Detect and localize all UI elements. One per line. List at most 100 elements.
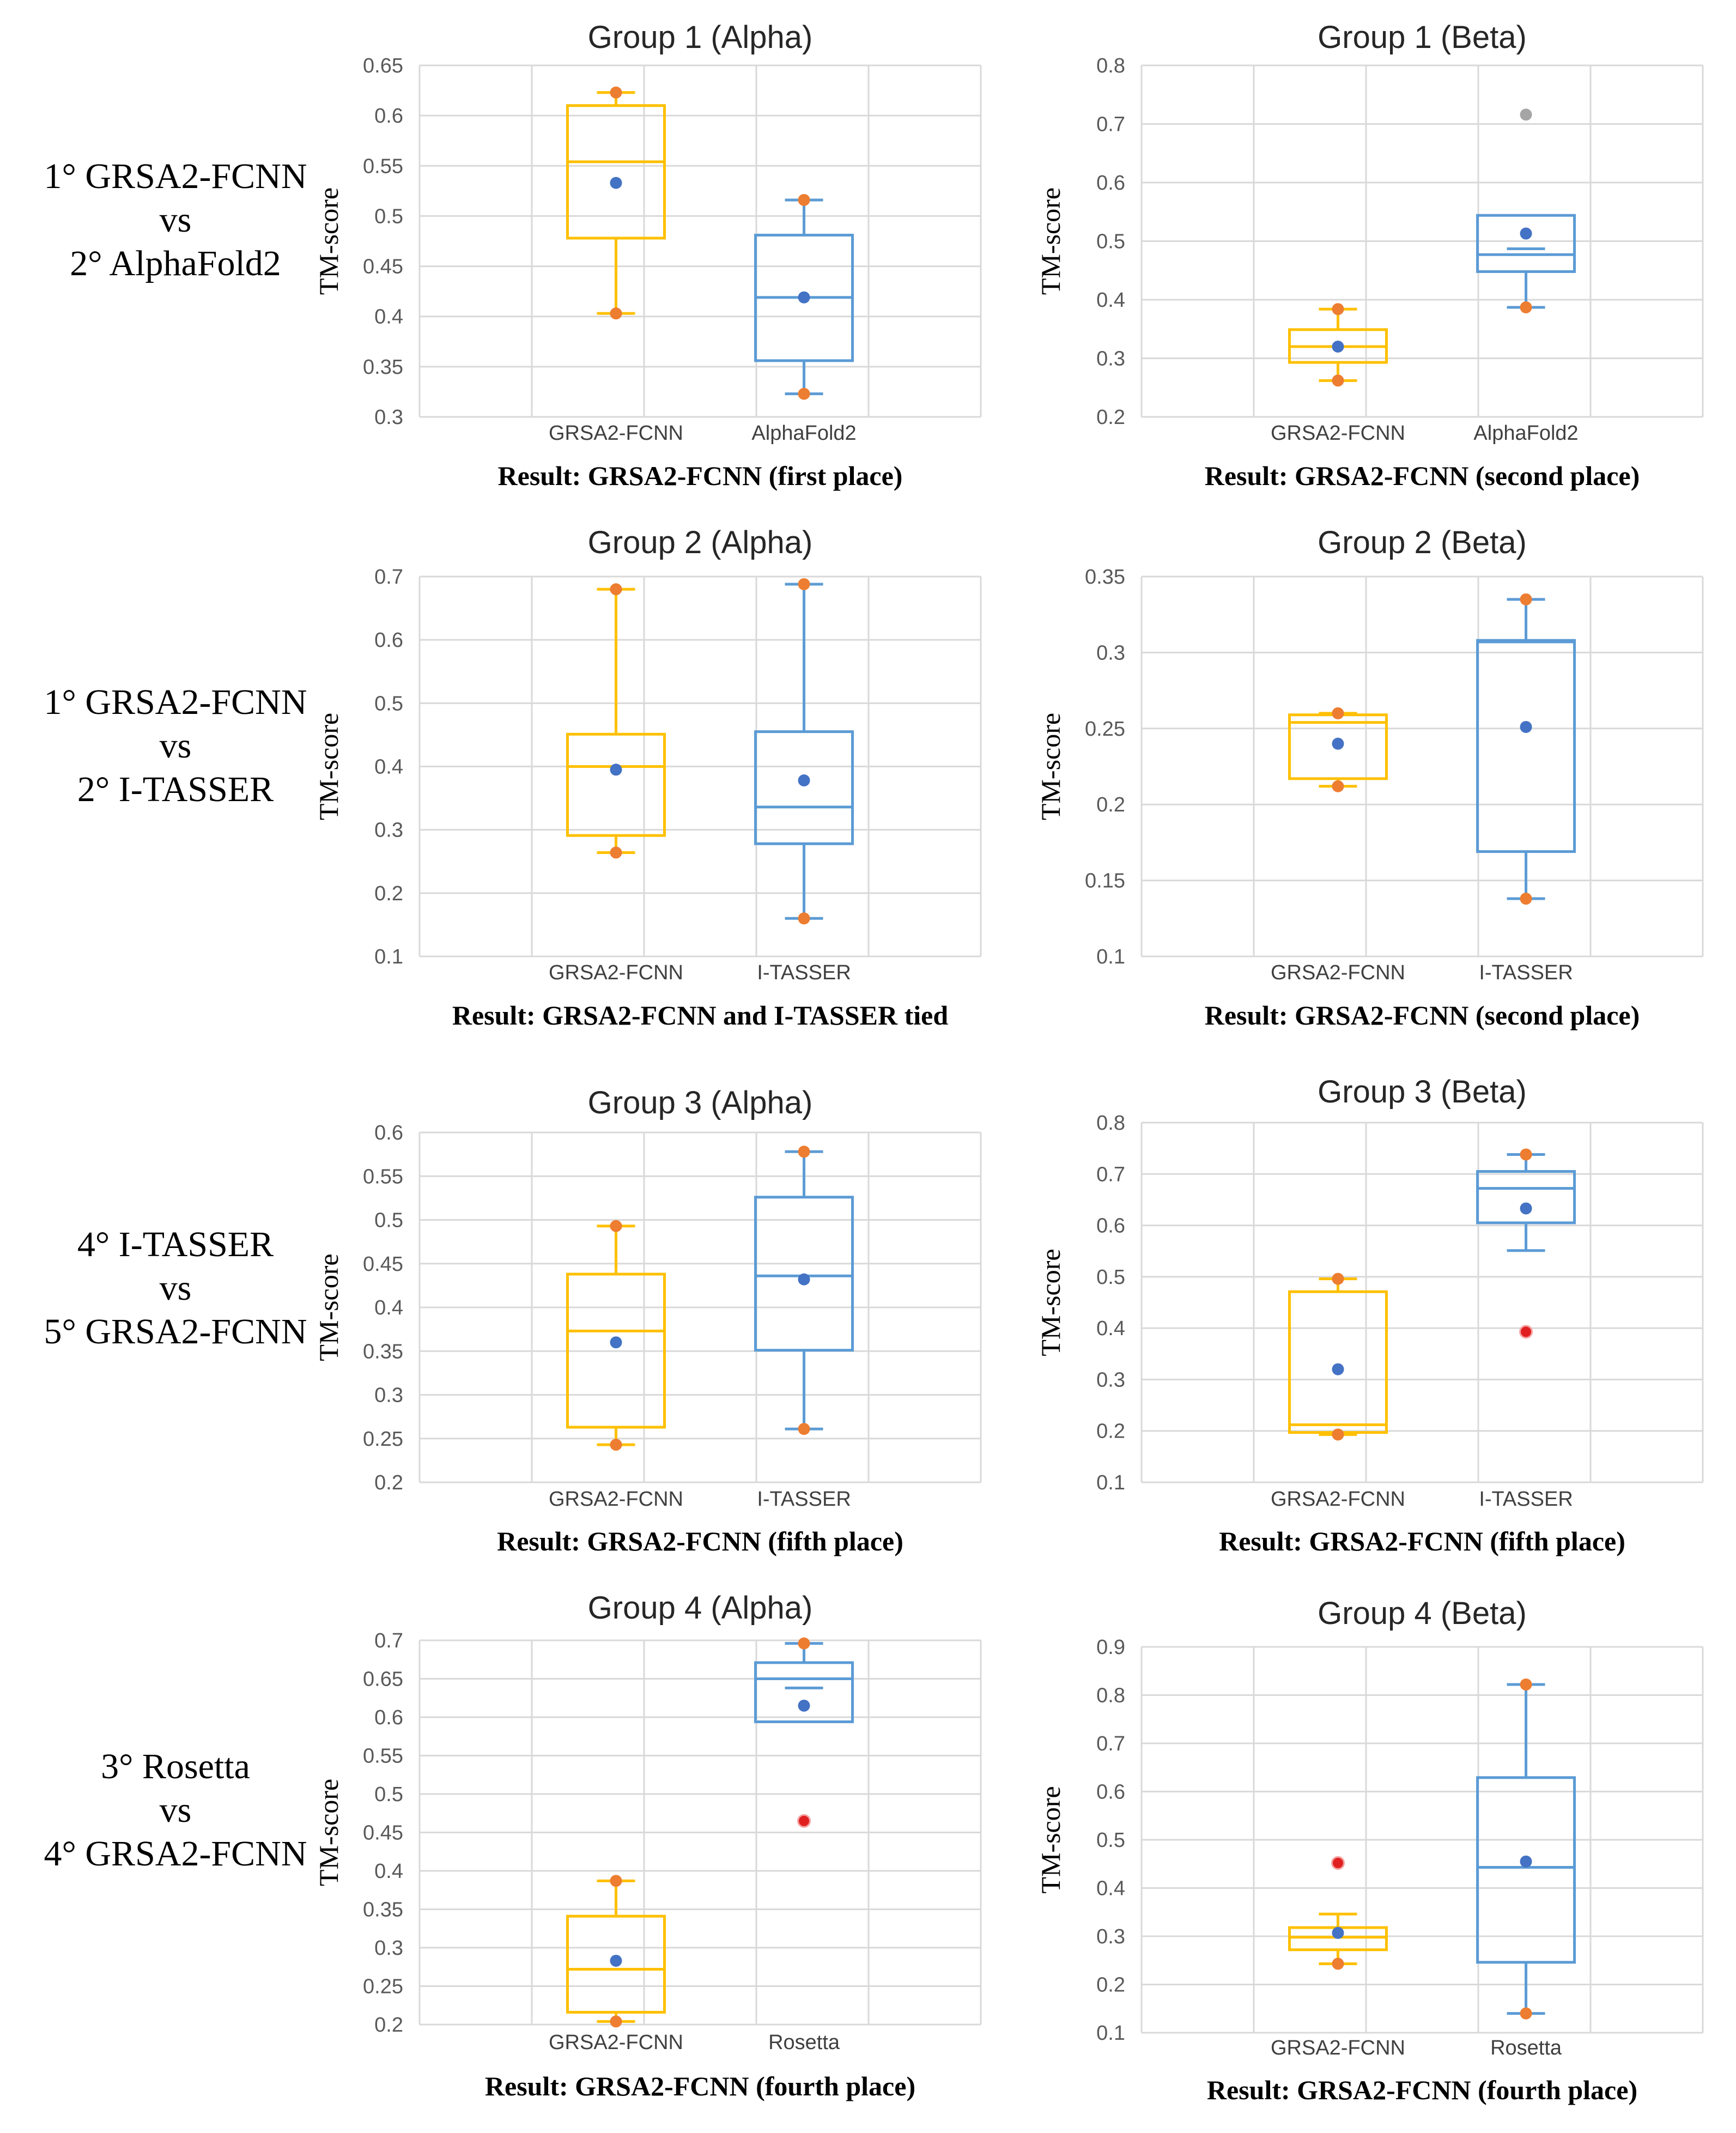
y-axis-label: TM-score (1035, 1249, 1066, 1356)
max-point (1520, 593, 1532, 605)
iqr-box (566, 1914, 666, 2014)
iqr-box (754, 1196, 854, 1352)
iqr-box (1476, 639, 1576, 853)
box-grsa2-fcnn (1288, 303, 1388, 387)
y-tick-label: 0.7 (1096, 1163, 1125, 1186)
iqr-box (1476, 1776, 1576, 1964)
y-tick-label: 0.3 (1096, 641, 1125, 664)
y-tick-label: 0.7 (374, 1629, 403, 1652)
min-point (610, 1438, 622, 1451)
min-point (610, 307, 622, 320)
min-point (798, 1423, 810, 1435)
iqr-box (1476, 214, 1576, 273)
y-tick-label: 0.2 (374, 882, 403, 905)
result-caption: Result: GRSA2-FCNN (second place) (1205, 460, 1640, 491)
y-tick-label: 0.7 (1096, 1732, 1125, 1755)
mean-marker (798, 1273, 810, 1286)
y-axis-label: TM-score (313, 187, 344, 295)
box-grsa2-fcnn (566, 583, 666, 859)
iqr-box (1476, 1170, 1576, 1225)
chart-panel-4: 0.35 0.3 0.25 0.2 0.15 0.1 TM-score Group 2 (Be… (1035, 525, 1704, 1031)
box-alphafold2 (754, 193, 854, 400)
ranking-label: 1° GRSA2-FCNN (44, 156, 307, 196)
ranking-label: vs (160, 1790, 192, 1830)
y-tick-label: 0.45 (363, 256, 403, 278)
max-point (1520, 1148, 1532, 1161)
iqr-box (1288, 1290, 1388, 1434)
mean-marker (798, 774, 810, 787)
y-tick-label: 0.8 (1096, 1112, 1125, 1135)
chart-title: Group 4 (Alpha) (588, 1590, 813, 1626)
y-tick-label: 0.35 (363, 1340, 403, 1363)
category-label: I-TASSER (1479, 961, 1573, 984)
y-tick-label: 0.2 (1096, 1420, 1125, 1443)
min-point (1332, 374, 1344, 387)
chart-panel-8: 0.9 0.8 0.7 0.6 0.5 0.4 0.3 0.2 0.1 TM-score Group… (1035, 1596, 1704, 2105)
result-caption: Result: GRSA2-FCNN (fourth place) (485, 2071, 915, 2101)
chart-title: Group 1 (Beta) (1318, 20, 1527, 55)
box-i-tasser (754, 578, 854, 925)
chart-title: Group 2 (Beta) (1318, 525, 1527, 560)
y-tick-label: 0.8 (1096, 1684, 1125, 1707)
result-caption: Result: GRSA2-FCNN (fifth place) (497, 1526, 903, 1556)
max-point (610, 86, 622, 99)
category-label: I-TASSER (1479, 1488, 1573, 1511)
chart-panel-3: 0.7 0.6 0.5 0.4 0.3 0.2 0.1 TM-score Group 2 (Al… (313, 525, 982, 1031)
y-tick-label: 0.5 (374, 1783, 403, 1806)
category-label: GRSA2-FCNN (549, 422, 683, 445)
ranking-label: vs (160, 1268, 192, 1308)
y-tick-label: 0.65 (363, 54, 403, 77)
max-point (798, 193, 810, 206)
y-tick-label: 0.3 (374, 1937, 403, 1960)
iqr-box (566, 732, 666, 837)
y-tick-label: 0.6 (1096, 1781, 1125, 1804)
box-grsa2-fcnn (566, 1220, 666, 1451)
chart-title: Group 3 (Beta) (1318, 1074, 1527, 1110)
box-grsa2-fcnn (566, 86, 666, 320)
y-tick-label: 0.55 (363, 155, 403, 178)
y-tick-label: 0.4 (374, 306, 403, 329)
y-tick-label: 0.4 (374, 756, 403, 779)
category-label: I-TASSER (757, 1488, 851, 1511)
y-tick-label: 0.5 (374, 1209, 403, 1232)
y-axis-label: TM-score (1035, 187, 1066, 295)
min-point (1332, 1958, 1344, 1970)
min-point (798, 912, 810, 925)
y-tick-label: 0.5 (374, 692, 403, 715)
ranking-label: vs (160, 200, 192, 240)
box-i-tasser (1476, 1148, 1576, 1339)
y-tick-label: 0.25 (363, 1976, 403, 1998)
y-tick-label: 0.4 (374, 1860, 403, 1883)
ranking-label: 1° GRSA2-FCNN (44, 682, 307, 722)
result-caption: Result: GRSA2-FCNN (fifth place) (1219, 1526, 1625, 1556)
box-grsa2-fcnn (566, 1875, 666, 2028)
y-axis-label: TM-score (1035, 713, 1066, 820)
y-tick-label: 0.6 (1096, 172, 1125, 195)
min-point (610, 846, 622, 859)
y-tick-label: 0.5 (1096, 231, 1125, 253)
y-tick-label: 0.3 (374, 819, 403, 842)
mean-marker (1520, 1855, 1532, 1868)
ranking-label: 3° Rosetta (101, 1747, 250, 1786)
chart-panel-6: 0.8 0.7 0.6 0.5 0.4 0.3 0.2 0.1 TM-score Group 3 … (1035, 1074, 1704, 1556)
y-axis-label: TM-score (1035, 1786, 1066, 1893)
category-label: GRSA2-FCNN (1271, 961, 1405, 984)
mean-marker (1332, 1363, 1344, 1375)
max-point (610, 583, 622, 596)
max-point (1520, 1678, 1532, 1691)
outlier-point (1520, 108, 1532, 121)
mean-marker (1332, 1926, 1344, 1939)
y-tick-label: 0.55 (363, 1745, 403, 1768)
mean-marker (798, 1699, 810, 1712)
chart-panel-1: 0.65 0.6 0.55 0.5 0.45 0.4 0.35 0.3 TM-score Grou… (313, 20, 982, 491)
y-tick-label: 0.9 (1096, 1636, 1125, 1659)
max-point (610, 1875, 622, 1887)
max-point (1332, 303, 1344, 316)
y-tick-label: 0.2 (374, 2014, 403, 2037)
y-tick-label: 0.6 (374, 629, 403, 652)
max-point (798, 1146, 810, 1158)
chart-title: Group 2 (Alpha) (588, 525, 813, 560)
box-grsa2-fcnn (1288, 1272, 1388, 1441)
y-axis-label: TM-score (313, 1253, 344, 1361)
mean-marker (798, 291, 810, 304)
